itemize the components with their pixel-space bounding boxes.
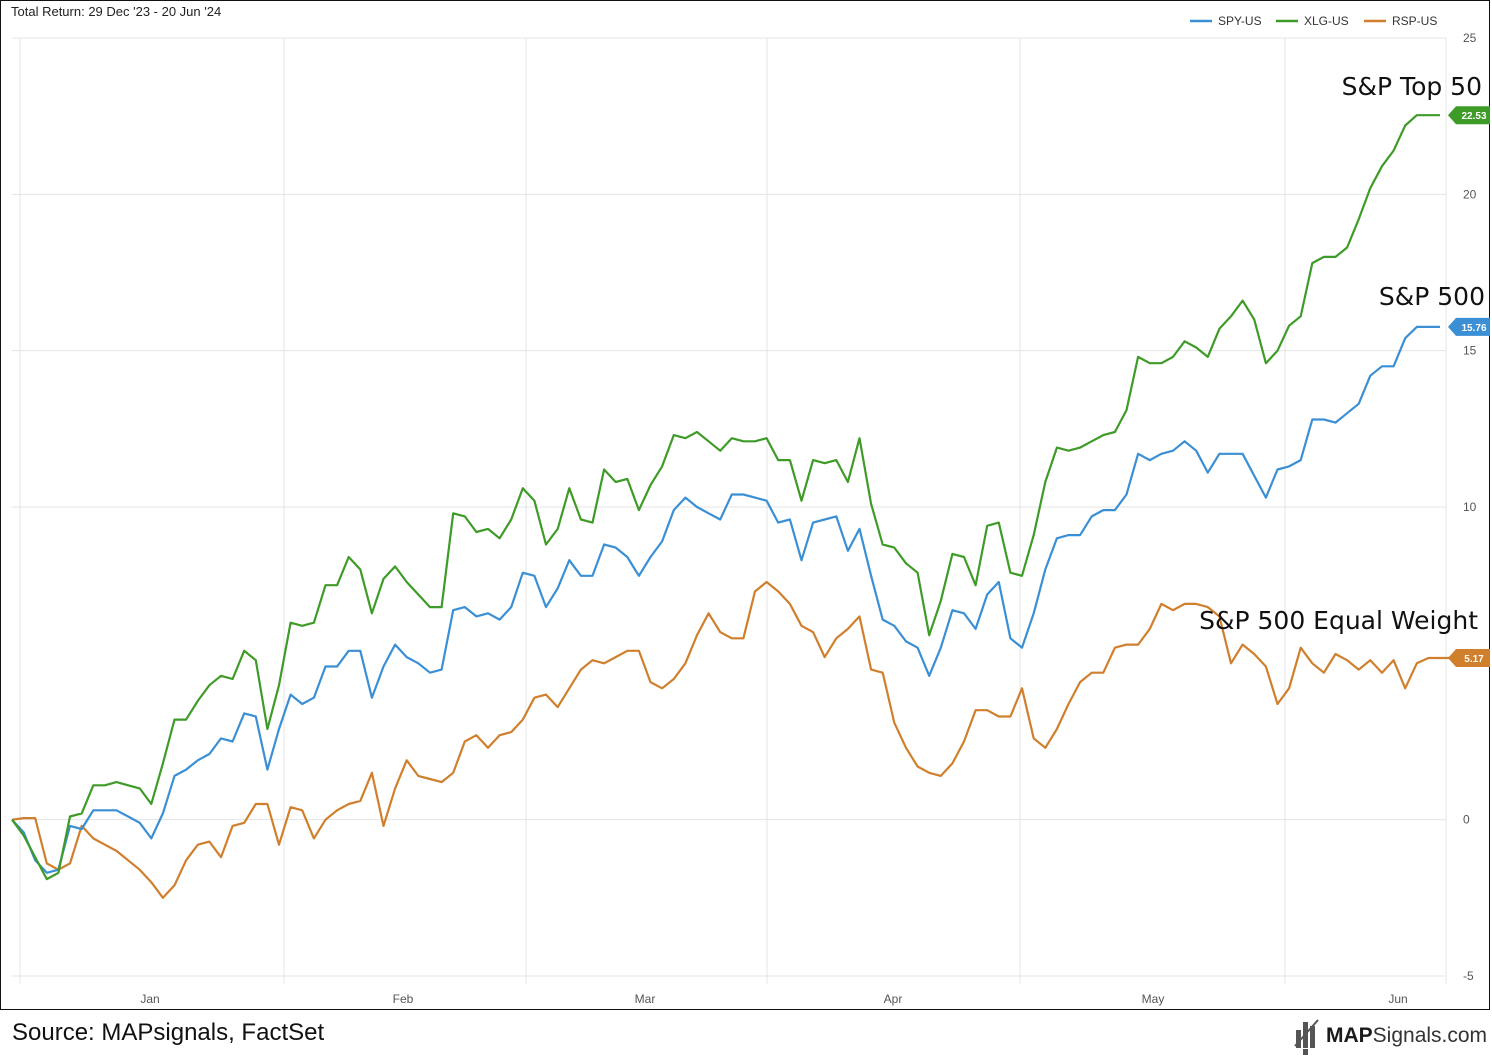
x-tick-label: Mar <box>635 992 656 1006</box>
x-tick-label: Jun <box>1388 992 1407 1006</box>
flag-shape <box>1448 317 1490 336</box>
series-lines <box>11 114 1452 899</box>
brand-name: MAPSignals.com <box>1326 1024 1488 1047</box>
annotation-spy-us: S&P 500 <box>1379 282 1485 311</box>
y-tick-label: 20 <box>1463 187 1477 201</box>
flag-shape <box>1448 106 1490 125</box>
legend-label: RSP-US <box>1392 14 1437 28</box>
annotation-xlg-us: S&P Top 50 <box>1342 72 1482 101</box>
flag-value: 5.17 <box>1464 654 1484 665</box>
x-tick-label: May <box>1142 992 1165 1006</box>
y-tick-label: 15 <box>1463 344 1477 358</box>
last-value-flag-xlg-us: 22.53 <box>1448 106 1490 125</box>
line-chart: 25 20 15 10 0 -5 Jan Feb Mar Apr May Jun SPY-US XLG… <box>11 14 1490 1006</box>
mapsignals-logo-icon <box>1294 1019 1319 1055</box>
y-tick-label: -5 <box>1463 969 1474 983</box>
chart-frame: Total Return: 29 Dec '23 - 20 Jun '24 <box>0 0 1490 1010</box>
legend-item-xlg-us[interactable]: XLG-US <box>1276 14 1349 28</box>
flag-shape <box>1448 649 1490 668</box>
legend-label: SPY-US <box>1218 14 1262 28</box>
series-line-rsp-us <box>11 580 1452 899</box>
x-tick-label: Jan <box>140 992 159 1006</box>
last-value-flags: 15.76 22.53 5.17 <box>1448 106 1490 668</box>
last-value-flag-rsp-us: 5.17 <box>1448 649 1490 668</box>
x-tick-label: Feb <box>393 992 414 1006</box>
x-axis-ticks: Jan Feb Mar Apr May Jun <box>140 992 1407 1006</box>
legend-label: XLG-US <box>1304 14 1349 28</box>
series-annotations: S&P 500 S&P Top 50 S&P 500 Equal Weight <box>1199 72 1485 635</box>
legend-item-rsp-us[interactable]: RSP-US <box>1364 14 1437 28</box>
series-line-xlg-us <box>11 114 1440 881</box>
x-tick-label: Apr <box>884 992 903 1006</box>
last-value-flag-spy-us: 15.76 <box>1448 317 1490 336</box>
source-note: Source: MAPsignals, FactSet <box>12 1019 325 1046</box>
y-axis-ticks: 25 20 15 10 0 -5 <box>1463 31 1477 983</box>
flag-value: 15.76 <box>1461 323 1486 334</box>
y-tick-label: 0 <box>1463 813 1470 827</box>
series-line-spy-us <box>11 325 1440 874</box>
gridlines <box>12 37 1447 984</box>
y-tick-label: 25 <box>1463 31 1477 45</box>
legend-item-spy-us[interactable]: SPY-US <box>1190 14 1262 28</box>
annotation-rsp-us: S&P 500 Equal Weight <box>1199 606 1478 635</box>
y-tick-label: 10 <box>1463 500 1477 514</box>
legend[interactable]: SPY-US XLG-US RSP-US <box>1190 14 1437 28</box>
brand-logo: MAPSignals.com <box>1294 1016 1487 1056</box>
chart-title: Total Return: 29 Dec '23 - 20 Jun '24 <box>11 4 222 19</box>
flag-value: 22.53 <box>1461 111 1486 122</box>
